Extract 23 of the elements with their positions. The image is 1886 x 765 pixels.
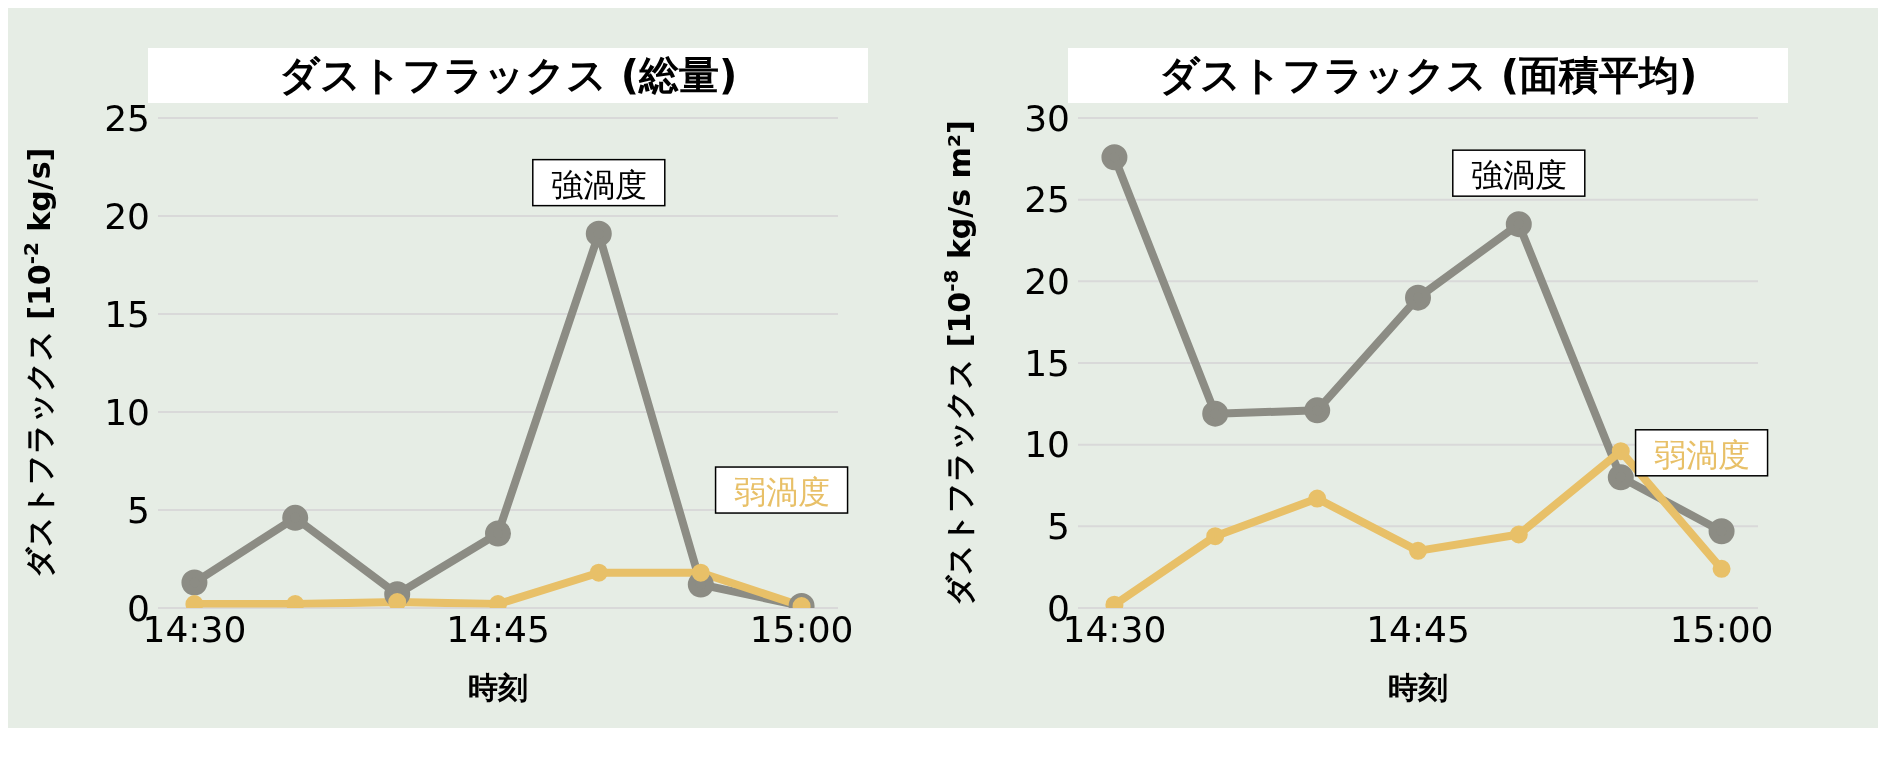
- x-tick-label: 14:45: [1366, 608, 1470, 650]
- x-tick-label: 14:45: [446, 608, 550, 650]
- x-axis-title: 時刻: [1388, 670, 1448, 705]
- y-tick-label: 10: [104, 391, 150, 433]
- y-tick-label: 5: [127, 489, 150, 531]
- series-label: 強渦度: [550, 165, 647, 204]
- chart-title: ダストフラックス (総量): [278, 52, 738, 98]
- series-label: 強渦度: [1470, 156, 1567, 195]
- x-tick-label: 15:00: [1669, 608, 1774, 650]
- y-tick-label: 15: [1024, 342, 1070, 384]
- x-axis-title: 時刻: [468, 670, 528, 705]
- y-tick-label: 25: [1024, 179, 1070, 221]
- y-tick-label: 25: [104, 97, 150, 139]
- y-tick-label: 5: [1047, 506, 1070, 548]
- text: 弱渦度: [733, 473, 830, 512]
- y-tick-label: 30: [1024, 97, 1070, 139]
- y-tick-label: 20: [1024, 261, 1070, 303]
- x-tick-label: 15:00: [749, 608, 854, 650]
- y-tick-label: 10: [1024, 424, 1070, 466]
- chart-title: ダストフラックス (面積平均): [1158, 52, 1698, 98]
- y-tick-label: 20: [104, 195, 150, 237]
- y-tick-label: 15: [104, 293, 150, 335]
- series-label: 弱渦度: [1653, 435, 1750, 474]
